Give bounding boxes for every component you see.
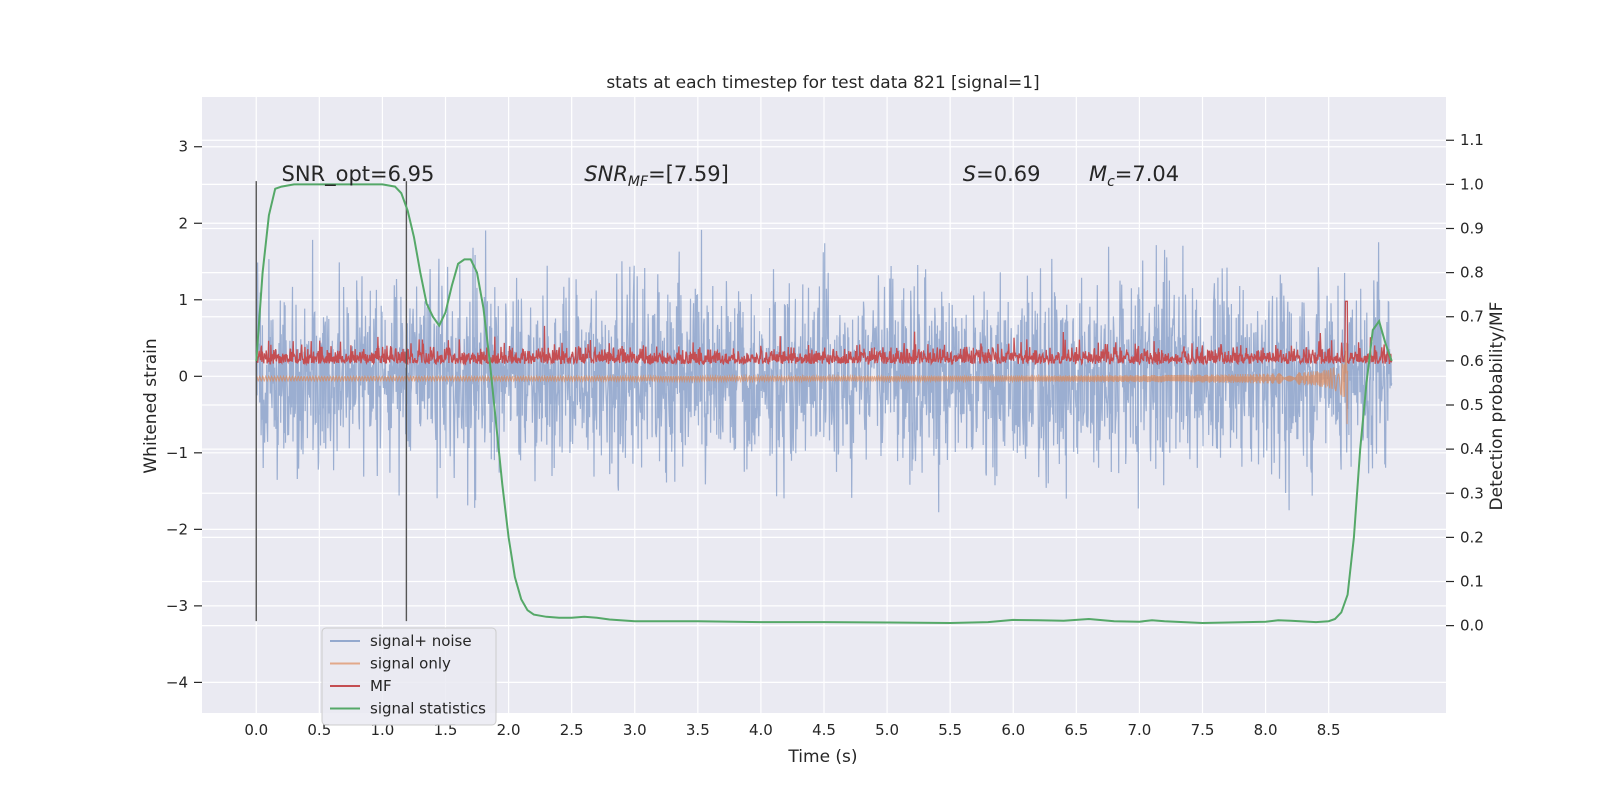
y2-tick-label: 0.2 — [1460, 528, 1484, 546]
y2-tick-label: 0.5 — [1460, 396, 1484, 414]
y-axis-ticks: −4 −3 −2 −1 0 1 2 3 — [166, 138, 202, 691]
annotation-text: Mc=7.04 — [1089, 162, 1179, 190]
y2-tick-label: 0.3 — [1460, 484, 1484, 502]
series-mf — [255, 300, 1393, 366]
x-tick-label: 0.5 — [307, 721, 331, 739]
x-tick-label: 5.0 — [875, 721, 899, 739]
y2-tick-label: 0.6 — [1460, 352, 1484, 370]
x-tick-label: 4.5 — [812, 721, 836, 739]
signal-statistics-line — [255, 183, 1393, 625]
y2-tick-label: 0.1 — [1460, 573, 1484, 591]
legend-label: signal+ noise — [370, 632, 472, 650]
legend-label: signal statistics — [370, 700, 486, 718]
mf-line — [255, 300, 1393, 366]
y2-tick-label: 0.9 — [1460, 219, 1484, 237]
chart-title: stats at each timestep for test data 821… — [606, 73, 1039, 93]
annotation-text: S=0.69 — [963, 162, 1041, 186]
y2-tick-label: 1.0 — [1460, 175, 1484, 193]
x-tick-label: 2.0 — [497, 721, 521, 739]
vertical-markers — [255, 181, 408, 622]
y-tick-label: −1 — [166, 444, 188, 462]
x-tick-label: 3.5 — [686, 721, 710, 739]
annotations: SNR_opt=6.95 SNRMF=[7.59] S=0.69 Mc=7.04 — [281, 162, 1179, 190]
y2-axis-label: Detection probability/MF — [1487, 302, 1507, 511]
y2-tick-label: 0.7 — [1460, 308, 1484, 326]
y-tick-label: −3 — [166, 597, 188, 615]
x-tick-label: 0.0 — [244, 721, 268, 739]
x-tick-label: 3.0 — [623, 721, 647, 739]
series-signal-statistics — [255, 183, 1393, 625]
chirp-line — [255, 342, 1349, 425]
y2-tick-label: 0.0 — [1460, 617, 1484, 635]
legend-box — [321, 627, 497, 726]
legend-label: signal only — [370, 655, 451, 673]
y2-tick-label: 1.1 — [1460, 131, 1484, 149]
y2-tick-label: 0.4 — [1460, 440, 1484, 458]
legend: signal+ noise signal only MF signal statist… — [321, 627, 497, 726]
x-tick-label: 5.5 — [938, 721, 962, 739]
annotation-text: SNRMF=[7.59] — [584, 162, 729, 190]
x-tick-label: 8.5 — [1317, 721, 1341, 739]
y-tick-label: 3 — [178, 138, 188, 156]
x-tick-label: 4.0 — [749, 721, 773, 739]
y-tick-label: −4 — [166, 673, 188, 691]
y2-axis-ticks: 0.0 0.1 0.2 0.3 0.4 0.5 0.6 0.7 0.8 0.9 1.0 1.1 — [1446, 131, 1484, 635]
y-axis-label: Whitened strain — [141, 338, 161, 473]
x-tick-label: 6.0 — [1001, 721, 1025, 739]
legend-label: MF — [370, 677, 392, 695]
x-axis-ticks: 0.0 0.5 1.0 1.5 2.0 2.5 3.0 3.5 4.0 4.5 5.0 5.5 6.0 6… — [244, 721, 1340, 739]
series-signal-only — [255, 342, 1349, 425]
annotation-text: SNR_opt=6.95 — [281, 162, 434, 187]
y-tick-label: 0 — [178, 367, 188, 385]
x-tick-label: 6.5 — [1064, 721, 1088, 739]
y-tick-label: −2 — [166, 520, 188, 538]
x-axis-label: Time (s) — [787, 747, 857, 767]
y2-tick-label: 0.8 — [1460, 264, 1484, 282]
x-tick-label: 7.0 — [1127, 721, 1151, 739]
x-tick-label: 8.0 — [1254, 721, 1278, 739]
y-tick-label: 2 — [178, 214, 188, 232]
x-tick-label: 7.5 — [1191, 721, 1215, 739]
x-tick-label: 2.5 — [560, 721, 584, 739]
y-tick-label: 1 — [178, 291, 188, 309]
